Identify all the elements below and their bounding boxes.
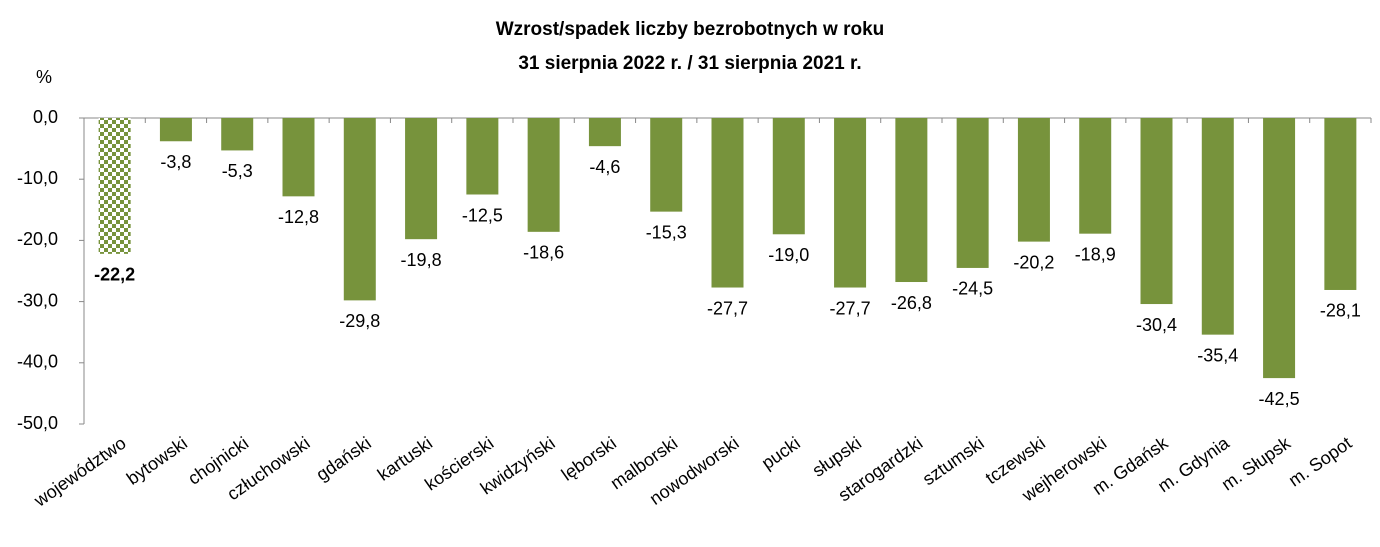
value-label: -27,7 [707,298,748,318]
value-label: -27,7 [830,298,871,318]
bar [527,118,560,232]
value-label: -18,6 [523,243,564,263]
value-label: -5,3 [222,161,253,181]
x-tick-label: m. Sopot [1285,433,1355,491]
y-tick-label: 0,0 [33,107,58,127]
value-label: -3,8 [160,152,191,172]
x-tick-label: województwo [30,433,130,511]
value-label: -15,3 [646,222,687,242]
value-label: -4,6 [589,157,620,177]
value-label: -22,2 [94,265,135,285]
bar [772,118,805,235]
x-tick-label: m. Słupsk [1218,432,1295,494]
bar [343,118,376,301]
value-label: -26,8 [891,293,932,313]
value-label: -35,4 [1197,345,1238,365]
bar [1017,118,1050,242]
x-tick-label: gdański [313,433,375,485]
value-label: -12,8 [278,207,319,227]
bar [98,118,131,254]
y-axis-label: % [36,67,52,87]
y-tick-label: -30,0 [17,290,58,310]
bar [466,118,499,195]
bar [711,118,744,288]
value-label: -28,1 [1320,301,1361,321]
bar [159,118,192,142]
bar [1079,118,1112,234]
y-tick-label: -20,0 [17,229,58,249]
bar [1324,118,1357,290]
value-label: -24,5 [952,279,993,299]
bar [405,118,438,240]
chart-title: Wzrost/spadek liczby bezrobotnych w roku [496,19,885,40]
y-tick-label: -50,0 [17,413,58,433]
bar [650,118,683,212]
bar [588,118,621,147]
x-tick-label: bytowski [123,433,191,489]
bar [895,118,928,283]
value-label: -42,5 [1259,389,1300,409]
value-label: -19,8 [401,250,442,270]
bar [834,118,867,288]
y-tick-label: -40,0 [17,352,58,372]
value-label: -20,2 [1013,252,1054,272]
value-label: -30,4 [1136,315,1177,335]
chart-subtitle: 31 sierpnia 2022 r. / 31 sierpnia 2021 r… [518,53,861,74]
bar [956,118,989,268]
value-label: -19,0 [768,245,809,265]
bar [282,118,315,197]
x-tick-label: pucki [758,433,804,473]
y-tick-label: -10,0 [17,168,58,188]
bar [221,118,254,151]
value-label: -12,5 [462,205,503,225]
bar [1140,118,1173,305]
x-tick-label: sztumski [919,433,988,490]
bar [1263,118,1296,379]
value-label: -29,8 [339,311,380,331]
bar [1201,118,1234,335]
value-label: -18,9 [1075,244,1116,264]
